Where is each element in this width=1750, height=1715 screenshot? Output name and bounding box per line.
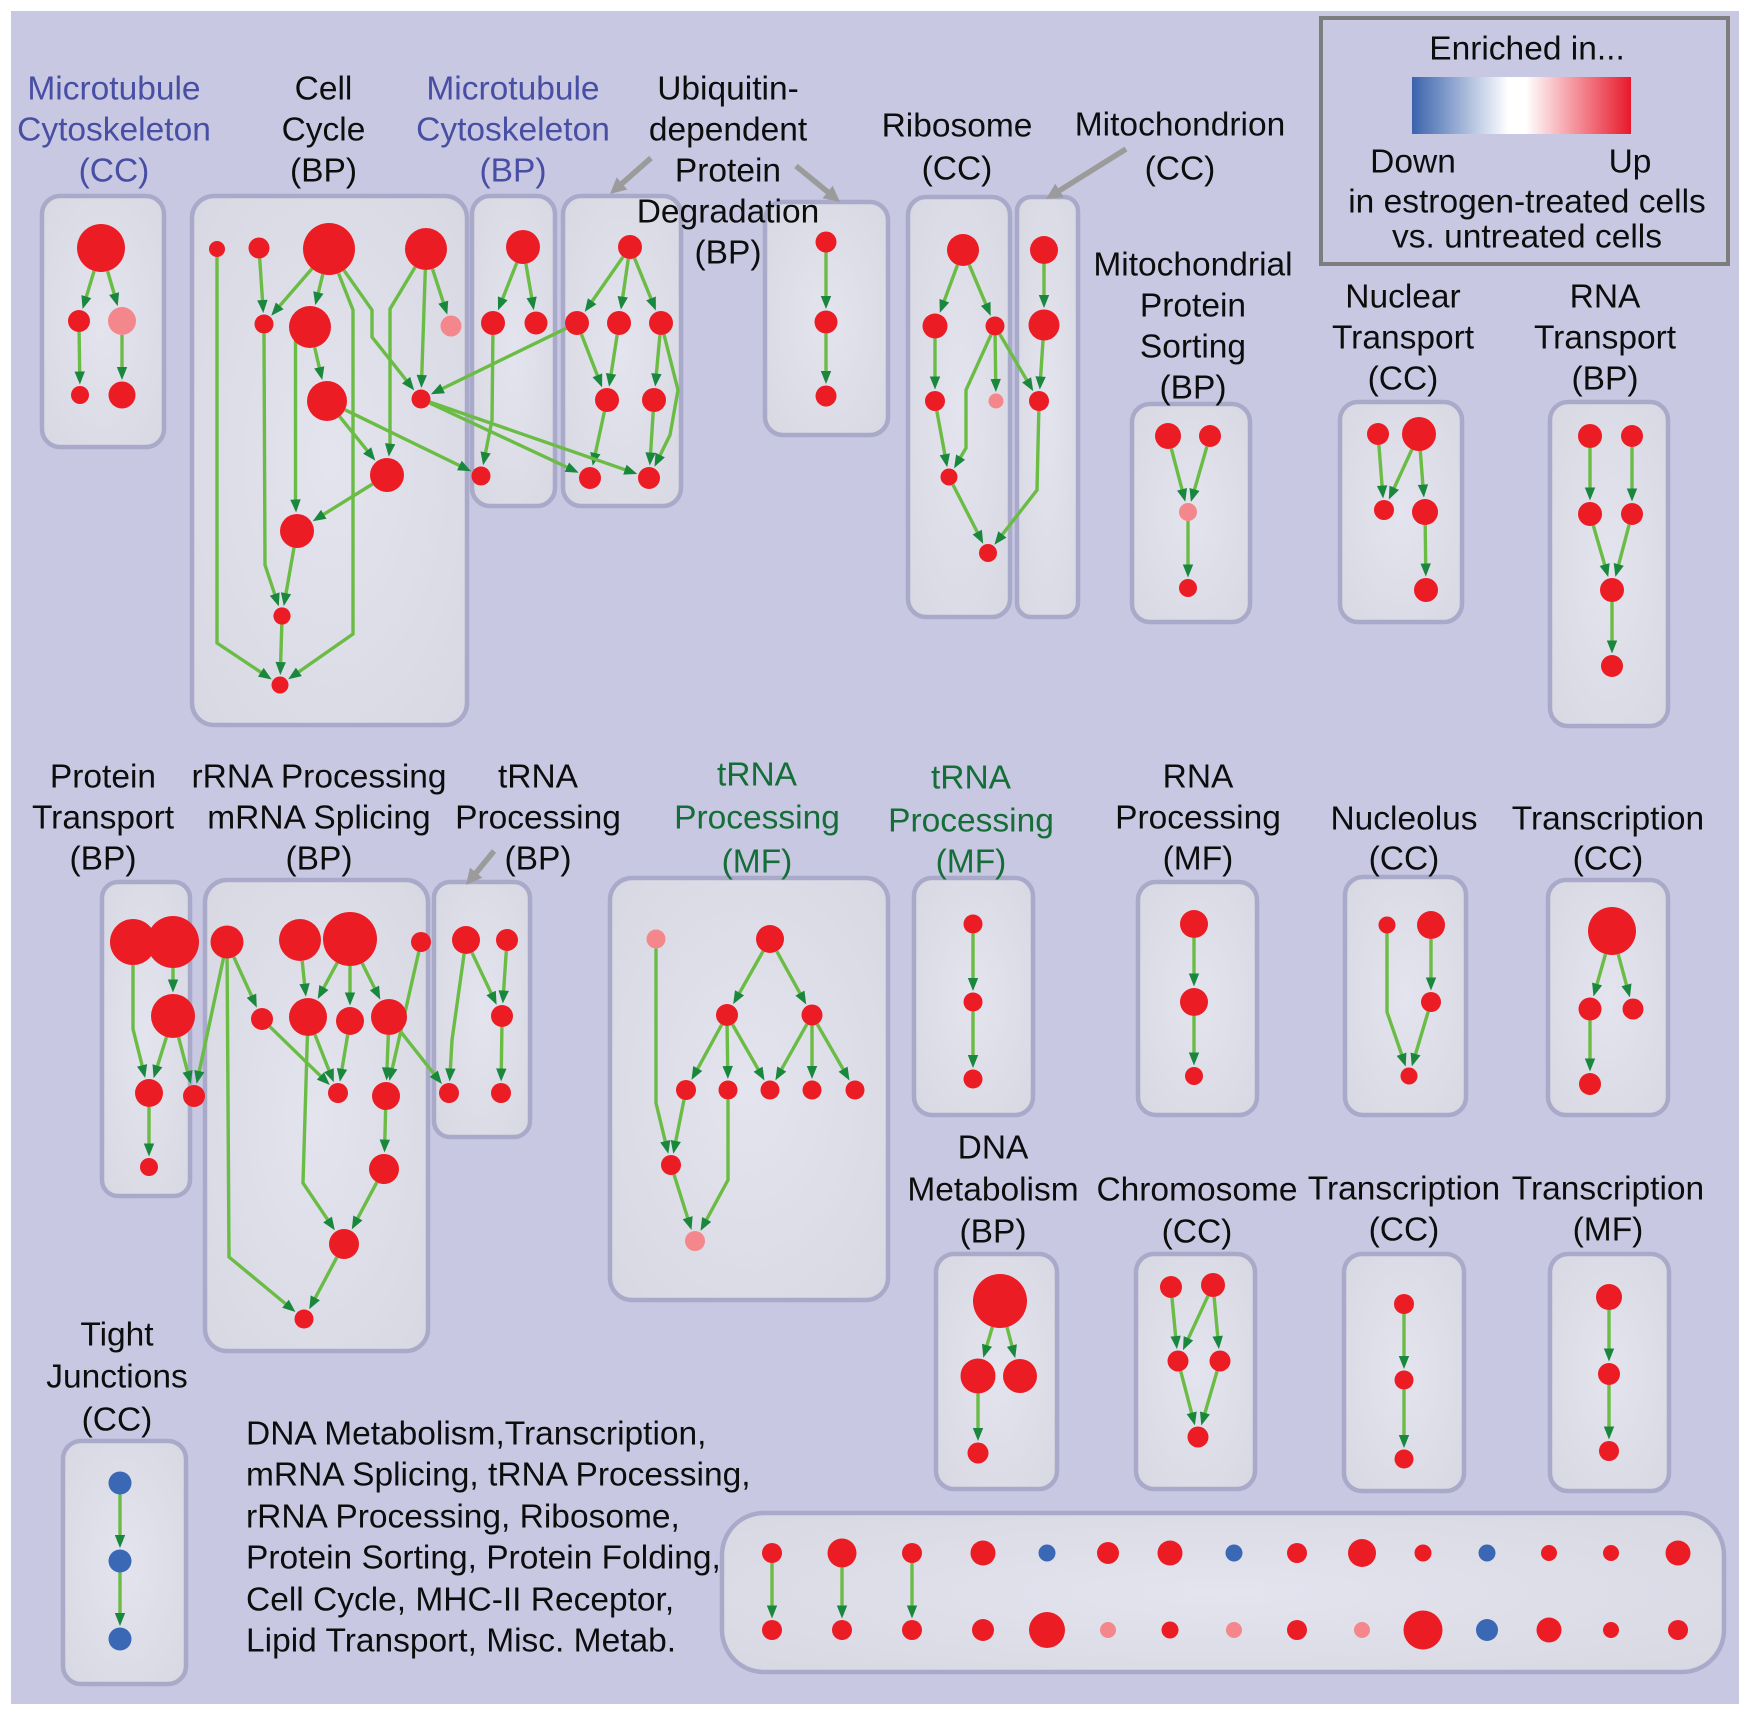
svg-text:Processing: Processing — [674, 800, 840, 837]
svg-text:(BP): (BP) — [286, 841, 353, 878]
svg-text:Metabolism: Metabolism — [907, 1172, 1078, 1209]
svg-text:Cytoskeleton: Cytoskeleton — [416, 112, 610, 149]
svg-text:(CC): (CC) — [82, 1402, 153, 1439]
svg-text:(MF): (MF) — [936, 844, 1007, 881]
svg-text:Ubiquitin-: Ubiquitin- — [657, 71, 799, 108]
svg-text:(BP): (BP) — [960, 1214, 1027, 1251]
svg-text:Protein: Protein — [675, 153, 781, 190]
svg-text:Chromosome: Chromosome — [1096, 1172, 1297, 1209]
svg-text:Lipid Transport, Misc. Metab.: Lipid Transport, Misc. Metab. — [246, 1623, 676, 1660]
svg-text:Transcription: Transcription — [1512, 801, 1704, 838]
svg-text:Cytoskeleton: Cytoskeleton — [17, 112, 211, 149]
svg-text:(CC): (CC) — [1573, 841, 1644, 878]
svg-text:Down: Down — [1370, 144, 1456, 181]
svg-text:Processing: Processing — [455, 800, 621, 837]
svg-text:Tight: Tight — [80, 1317, 154, 1354]
svg-text:(CC): (CC) — [1368, 361, 1439, 398]
svg-text:(CC): (CC) — [922, 151, 993, 188]
svg-text:(BP): (BP) — [480, 153, 547, 190]
svg-text:Cell Cycle, MHC-II Receptor,: Cell Cycle, MHC-II Receptor, — [246, 1582, 674, 1619]
svg-text:(MF): (MF) — [1163, 841, 1234, 878]
svg-text:(BP): (BP) — [1160, 370, 1227, 407]
svg-text:DNA: DNA — [958, 1130, 1029, 1167]
svg-text:Protein: Protein — [50, 759, 156, 796]
svg-text:dependent: dependent — [649, 112, 808, 149]
svg-text:Transport: Transport — [1332, 320, 1475, 357]
svg-text:RNA: RNA — [1570, 279, 1641, 316]
svg-text:(MF): (MF) — [722, 844, 793, 881]
svg-text:rRNA Processing: rRNA Processing — [191, 759, 446, 796]
svg-text:Mitochondrion: Mitochondrion — [1075, 107, 1285, 144]
svg-text:tRNA: tRNA — [717, 757, 798, 794]
svg-text:(CC): (CC) — [1369, 841, 1440, 878]
svg-text:Transport: Transport — [32, 800, 175, 837]
svg-text:(CC): (CC) — [79, 153, 150, 190]
svg-text:(BP): (BP) — [70, 841, 137, 878]
svg-text:(BP): (BP) — [505, 841, 572, 878]
svg-text:Junctions: Junctions — [46, 1359, 188, 1396]
svg-text:mRNA Splicing, tRNA Processing: mRNA Splicing, tRNA Processing, — [246, 1457, 751, 1494]
svg-text:Sorting: Sorting — [1140, 329, 1246, 366]
svg-text:tRNA: tRNA — [931, 760, 1012, 797]
svg-text:Degradation: Degradation — [637, 194, 820, 231]
svg-text:Cell: Cell — [295, 71, 353, 108]
svg-text:Enriched in...: Enriched in... — [1429, 31, 1625, 68]
svg-text:(CC): (CC) — [1369, 1212, 1440, 1249]
svg-text:in estrogen-treated cells: in estrogen-treated cells — [1348, 184, 1706, 221]
svg-text:(BP): (BP) — [290, 153, 357, 190]
svg-text:Nucleolus: Nucleolus — [1330, 801, 1477, 838]
svg-text:rRNA Processing, Ribosome,: rRNA Processing, Ribosome, — [246, 1499, 680, 1536]
svg-text:Transcription: Transcription — [1512, 1171, 1704, 1208]
svg-text:DNA Metabolism,Transcription,: DNA Metabolism,Transcription, — [246, 1416, 706, 1453]
svg-text:Transport: Transport — [1534, 320, 1677, 357]
svg-text:RNA: RNA — [1163, 759, 1234, 796]
svg-text:Transcription: Transcription — [1308, 1171, 1500, 1208]
svg-text:(CC): (CC) — [1145, 151, 1216, 188]
svg-text:Cycle: Cycle — [282, 112, 366, 149]
svg-text:Nuclear: Nuclear — [1345, 279, 1460, 316]
svg-text:Processing: Processing — [1115, 800, 1281, 837]
svg-text:(BP): (BP) — [1572, 361, 1639, 398]
svg-text:vs. untreated cells: vs. untreated cells — [1392, 219, 1662, 256]
svg-text:Ribosome: Ribosome — [882, 108, 1033, 145]
svg-text:Mitochondrial: Mitochondrial — [1093, 247, 1292, 284]
svg-text:Protein Sorting, Protein Foldi: Protein Sorting, Protein Folding, — [246, 1540, 721, 1577]
svg-text:(CC): (CC) — [1162, 1214, 1233, 1251]
svg-text:(BP): (BP) — [695, 235, 762, 272]
svg-text:Microtubule: Microtubule — [426, 71, 599, 108]
svg-text:Up: Up — [1609, 144, 1652, 181]
svg-text:Processing: Processing — [888, 803, 1054, 840]
svg-text:mRNA Splicing: mRNA Splicing — [207, 800, 430, 837]
svg-text:(MF): (MF) — [1573, 1212, 1644, 1249]
svg-text:tRNA: tRNA — [498, 759, 579, 796]
svg-text:Protein: Protein — [1140, 288, 1246, 325]
svg-text:Microtubule: Microtubule — [27, 71, 200, 108]
